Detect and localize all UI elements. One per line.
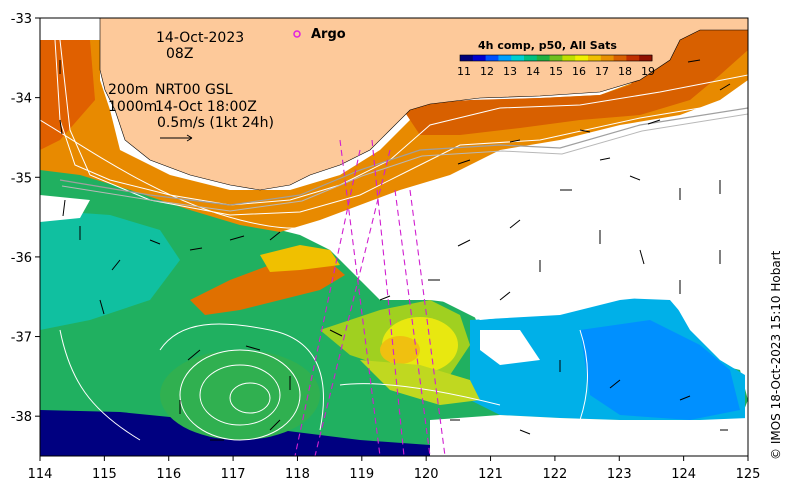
colorbar-ticks: 11 12 13 14 15 16 17 18 19: [457, 65, 655, 78]
colorbar-tick-label: 19: [641, 65, 655, 78]
x-tick-label: 125: [736, 467, 761, 482]
colorbar-swatch: [562, 55, 576, 61]
colorbar-swatch: [460, 55, 474, 61]
x-tick-label: 119: [349, 467, 374, 482]
x-tick-label: 124: [671, 467, 696, 482]
x-tick-label: 123: [607, 467, 632, 482]
x-tick-label: 118: [285, 467, 310, 482]
colorbar-tick-label: 17: [595, 65, 609, 78]
colorbar-swatch: [472, 55, 487, 61]
x-tick-label: 116: [156, 467, 181, 482]
depth-contours: [40, 39, 748, 441]
credit-text: © IMOS 18-Oct-2023 15:10 Hobart: [769, 250, 783, 460]
y-tick-label: -38: [11, 410, 32, 425]
colorbar: 4h comp, p50, All Sats 11 12 13 14 15 16 17 18 1…: [457, 39, 655, 78]
colorbar-swatch: [524, 55, 538, 61]
colorbar-swatches: [460, 55, 653, 61]
x-tick-label: 117: [221, 467, 246, 482]
colorbar-swatch: [511, 55, 525, 61]
shelf-line: [59, 107, 748, 206]
colorbar-tick-label: 12: [480, 65, 494, 78]
y-tick-label: -36: [11, 251, 32, 266]
colorbar-tick-label: 18: [618, 65, 632, 78]
colorbar-swatch: [600, 55, 615, 61]
argo-label: Argo: [311, 27, 346, 42]
scale-arrow: [160, 134, 193, 142]
colorbar-title: 4h comp, p50, All Sats: [478, 39, 617, 52]
y-tick-label: -37: [11, 331, 32, 346]
colorbar-swatch: [485, 55, 499, 61]
x-tick-label: 122: [542, 467, 567, 482]
colorbar-swatch: [626, 55, 640, 61]
current-vectors: [59, 59, 731, 441]
colorbar-swatch: [536, 55, 551, 61]
depth-1000-text: 1000m: [108, 99, 157, 115]
colorbar-tick-label: 15: [549, 65, 563, 78]
colorbar-swatch: [588, 55, 602, 61]
colorbar-tick-label: 13: [503, 65, 517, 78]
time-text: 08Z: [166, 46, 193, 62]
date-text: 14-Oct-2023: [156, 30, 244, 46]
x-tick-label: 120: [414, 467, 439, 482]
map-plot-area[interactable]: [40, 18, 748, 456]
colorbar-swatch: [549, 55, 563, 61]
colorbar-tick-label: 11: [457, 65, 471, 78]
plot-frame: [39, 17, 749, 457]
depth-200-text: 200m: [108, 82, 148, 98]
y-axis-ticks: -33 -34 -35 -36 -37 -38: [11, 12, 40, 425]
y-tick-label: -35: [11, 171, 32, 186]
x-tick-label: 115: [92, 467, 117, 482]
y-tick-label: -33: [11, 12, 32, 27]
current-time-text: 14-Oct 18:00Z: [155, 99, 257, 115]
x-tick-label: 121: [478, 467, 503, 482]
argo-marker[interactable]: [293, 30, 301, 38]
y-tick-label: -34: [11, 92, 32, 107]
x-tick-label: 114: [28, 467, 53, 482]
x-axis-ticks: 114 115 116 117 118 119 120 121 122 123 124 125: [28, 456, 761, 482]
colorbar-swatch: [613, 55, 627, 61]
colorbar-tick-label: 14: [526, 65, 540, 78]
scale-label-text: 0.5m/s (1kt 24h): [157, 115, 274, 131]
colorbar-tick-label: 16: [572, 65, 586, 78]
colorbar-swatch: [498, 55, 512, 61]
colorbar-swatch: [575, 55, 589, 61]
colorbar-swatch: [639, 55, 653, 61]
satellite-tracks: [294, 139, 446, 456]
current-source-text: NRT00 GSL: [155, 82, 233, 98]
